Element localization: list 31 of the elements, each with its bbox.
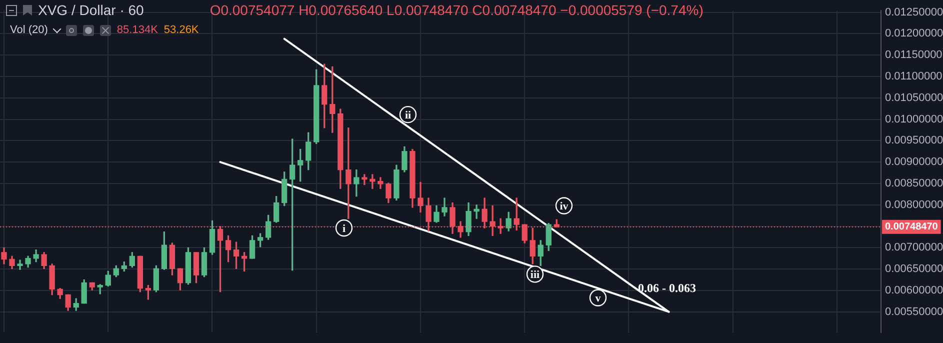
y-tick-label: 0.01200000 <box>885 28 943 40</box>
y-tick-label: 0.00950000 <box>885 134 943 147</box>
annotation: i <box>342 222 346 235</box>
circled-numeral: ii <box>399 106 417 124</box>
annotation: ii <box>404 110 412 122</box>
annotation: 85.134K <box>116 24 158 36</box>
y-tick-label: 0.01100000 <box>885 70 942 83</box>
annotation: iv <box>560 200 569 213</box>
y-tick-label: 0.00700000 <box>885 242 943 254</box>
y-tick-label: 0.01250000 <box>885 6 943 18</box>
chart-title: XVG / Dollar · 60 <box>38 2 144 18</box>
y-tick-label: 0.01000000 <box>885 113 943 126</box>
y-tick-label: 0.01150000 <box>885 49 942 62</box>
y-tick-label: 0.00650000 <box>885 263 943 276</box>
circled-numeral: iii <box>526 266 544 283</box>
circled-numeral: iv <box>555 197 573 214</box>
y-tick-label: 0.00600000 <box>885 284 943 296</box>
annotation: 53.26K <box>164 24 199 36</box>
chart-subtitle: O0.00754077 H0.00765640 L0.00748470 C0.00748470 −0.00005579 (−0.74%) <box>210 2 704 18</box>
y-tick-label: 0.00800000 <box>885 198 943 211</box>
annotation: Vol (20) <box>10 24 48 36</box>
ref-line-label: 0.00748470 <box>885 222 938 233</box>
annotation: iii <box>530 269 540 282</box>
circled-numeral: v <box>589 289 607 306</box>
y-tick-label: 0.00900000 <box>885 156 943 168</box>
y-tick-label: 0.00850000 <box>885 178 943 190</box>
annotation: 0.06 - 0.063 <box>638 281 696 295</box>
y-tick-label: 0.01050000 <box>885 92 943 104</box>
y-tick-label: 0.00550000 <box>885 306 943 318</box>
circled-numeral: i <box>335 219 353 237</box>
annotation: v <box>595 292 602 305</box>
